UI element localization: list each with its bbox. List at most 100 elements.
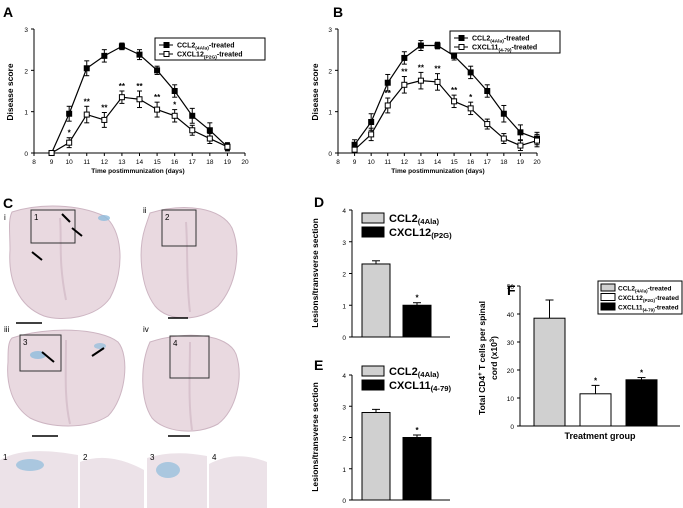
- magnified-insets: 1 2 3 4: [0, 448, 267, 508]
- data-point-1: [189, 127, 196, 134]
- legend-label-subscript: (4-79): [431, 384, 452, 393]
- inset-box-label-1: 1: [34, 213, 39, 222]
- x-tick-label: 12: [401, 159, 409, 166]
- y-tick-label: 4: [342, 373, 346, 380]
- legend-label-subscript: (4Ala): [490, 39, 504, 45]
- y-tick-label: 0: [342, 335, 346, 342]
- chart-b-xlabel: Time postimmunization (days): [391, 168, 484, 175]
- significance-marker: **: [401, 68, 408, 77]
- legend-marker: [458, 35, 465, 41]
- panel-label-b: B: [333, 4, 343, 20]
- x-tick-label: 15: [153, 159, 161, 166]
- inset-background: [209, 448, 267, 464]
- chart-f: Total CD4+ T cells per spinal cord (x103…: [477, 280, 683, 441]
- legend-label-suffix: -treated: [655, 305, 679, 312]
- chart-e-ylabel-line-1: Lesions/transverse section: [310, 382, 320, 492]
- legend-label-name: CXCL12: [618, 295, 643, 302]
- legend-label: CCL2(4Ala)-treated: [618, 286, 671, 294]
- data-point-0: [401, 54, 408, 61]
- legend-label-subscript: (4Ala): [418, 370, 440, 379]
- data-point-0: [368, 119, 375, 125]
- inset-background: [147, 448, 207, 458]
- legend-label-suffix: -treated: [512, 45, 538, 52]
- chart-f-ylabel-part-5: 3: [490, 338, 496, 342]
- legend-swatch: [361, 365, 385, 377]
- magnified-inset-label-1: 1: [3, 453, 8, 462]
- bar-0: [361, 263, 391, 338]
- data-point-0: [500, 110, 507, 117]
- inset-box-label-3: 3: [23, 338, 28, 347]
- section-iii: 3 iii: [4, 325, 126, 437]
- x-tick-label: 19: [517, 159, 525, 166]
- magnified-inset-label-3: 3: [150, 453, 155, 462]
- y-tick-label: 2: [328, 68, 332, 75]
- data-point-0: [83, 65, 90, 72]
- legend-label-subscript: (4Ala): [418, 217, 440, 226]
- data-point-0: [118, 43, 125, 50]
- inset-box-3: [19, 334, 62, 372]
- chart-f-ylabel-part-6: ): [489, 336, 499, 339]
- x-tick-label: 15: [450, 159, 458, 166]
- legend-label-suffix: -treated: [648, 286, 672, 293]
- inset-background: [80, 448, 144, 470]
- data-point-1: [417, 77, 424, 84]
- data-point-1: [224, 143, 231, 150]
- bar-0: [361, 412, 391, 501]
- data-point-1: [500, 135, 507, 142]
- x-tick-label: 11: [384, 159, 391, 166]
- series-line-0: [354, 44, 538, 146]
- y-tick-label: 4: [342, 208, 346, 215]
- legend-label-subscript: (4Ala): [195, 46, 209, 52]
- panel-label-e: E: [314, 357, 323, 373]
- legend-label-suffix: -treated: [217, 52, 243, 59]
- legend-label: CXCL11(4-79)-treated: [472, 45, 537, 54]
- section-iii-fissure: [64, 339, 71, 425]
- legend-label-name: CCL2: [618, 286, 635, 293]
- data-point-0: [101, 52, 108, 59]
- significance-marker: *: [173, 101, 177, 110]
- legend-swatch: [600, 293, 616, 301]
- x-tick-label: 8: [32, 159, 36, 166]
- data-point-1: [48, 150, 55, 156]
- legend-label: CXCL11(4-79): [389, 380, 452, 393]
- spinal-cord-section-ii: [140, 207, 238, 319]
- data-point-0: [451, 52, 458, 59]
- chart-f-ylabel-part-4: cord (x10: [489, 342, 499, 380]
- significance-marker: **: [434, 65, 441, 74]
- inset-background: [0, 448, 78, 460]
- section-label-iii: iii: [4, 325, 10, 334]
- legend-box: [449, 30, 561, 54]
- chart-f-xlabel: Treatment group: [564, 431, 636, 441]
- section-iv-fissure: [188, 341, 193, 431]
- significance-marker: *: [469, 93, 473, 102]
- legend-label: CCL2(4Ala)-treated: [177, 43, 235, 52]
- lesion-stain: [94, 343, 106, 349]
- x-tick-label: 13: [417, 159, 425, 166]
- legend-label-name: CXCL12: [177, 52, 204, 59]
- legend-label: CCL2(4Ala): [389, 366, 440, 379]
- legend-marker: [163, 42, 170, 48]
- arrow-icon: [31, 251, 43, 261]
- data-point-1: [66, 139, 73, 146]
- bar-1: [402, 304, 432, 338]
- chart-a-ylabel: Disease score: [5, 63, 15, 120]
- arrow-icon: [71, 227, 83, 237]
- legend-marker: [163, 51, 170, 57]
- legend-label-subscript: (4-79): [498, 48, 511, 54]
- significance-marker: *: [415, 294, 419, 303]
- y-tick-label: 0: [510, 424, 514, 431]
- panel-label-d: D: [314, 194, 324, 210]
- lesion-stain: [156, 462, 180, 478]
- data-point-1: [434, 78, 441, 85]
- section-iv: 4 iv: [142, 325, 240, 437]
- significance-marker: **: [154, 93, 161, 102]
- inset-box-label-2: 2: [165, 213, 170, 222]
- data-point-1: [171, 112, 178, 119]
- y-tick-label: 0: [328, 151, 332, 158]
- lesion-stain: [16, 459, 44, 471]
- x-tick-label: 13: [118, 159, 126, 166]
- legend-label-subscript: (4-79): [643, 308, 656, 313]
- legend-label-subscript: (4Ala): [635, 289, 648, 294]
- data-point-0: [517, 129, 524, 136]
